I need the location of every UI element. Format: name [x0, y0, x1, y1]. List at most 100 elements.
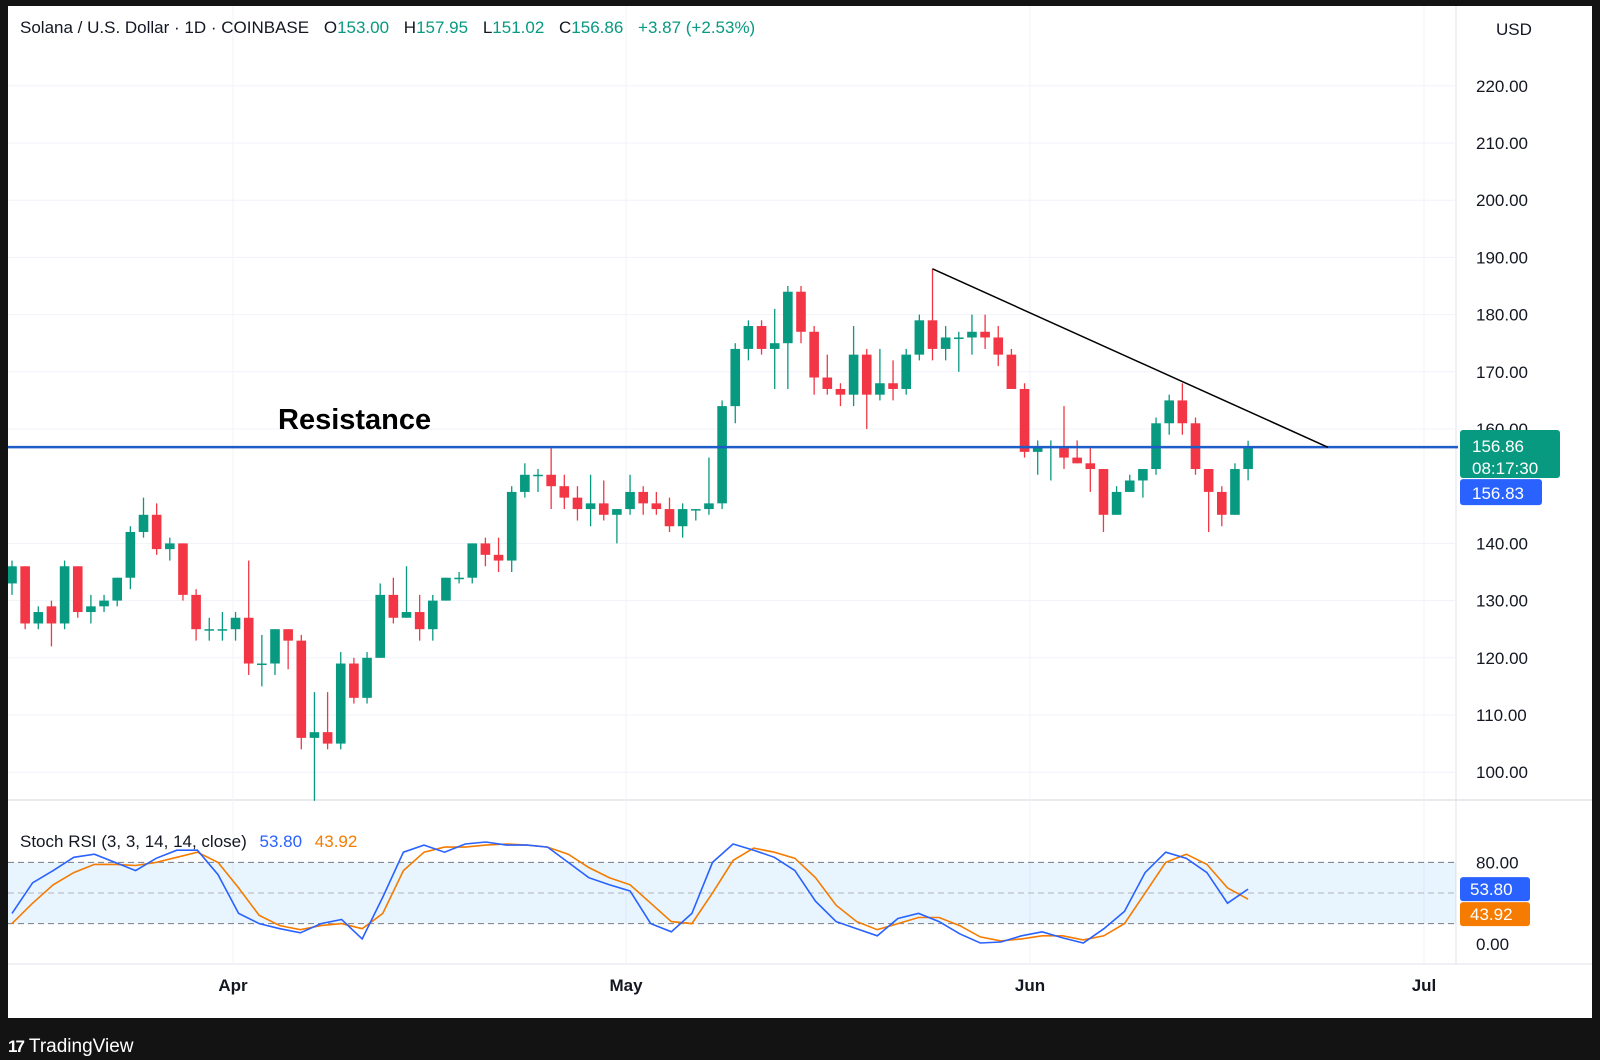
candle-body[interactable]	[59, 566, 70, 624]
candle-body[interactable]	[572, 497, 583, 510]
candle-body[interactable]	[362, 657, 372, 698]
candle-body[interactable]	[717, 406, 727, 504]
candle-body[interactable]	[875, 383, 885, 395]
candle-body[interactable]	[151, 514, 162, 550]
candle-body[interactable]	[651, 503, 662, 510]
candle-body[interactable]	[309, 732, 320, 738]
candle-body[interactable]	[809, 331, 819, 378]
brand-footer[interactable]: 17 TradingView	[8, 1036, 133, 1058]
candle-body[interactable]	[1203, 469, 1214, 492]
candle-body[interactable]	[993, 337, 1004, 355]
chart-panel[interactable]: 220.00 210.00 200.00 190.00 180.00 170.00 160.…	[8, 6, 1592, 1018]
candle-body[interactable]	[520, 474, 530, 492]
candle-body[interactable]	[730, 348, 741, 407]
candle-body[interactable]	[283, 629, 293, 641]
candle-body[interactable]	[940, 337, 951, 349]
candle-body[interactable]	[1006, 354, 1017, 389]
candle-body[interactable]	[585, 503, 596, 510]
candle-body[interactable]	[1032, 446, 1043, 452]
candle-body[interactable]	[1111, 491, 1122, 515]
candle-body[interactable]	[914, 320, 925, 355]
candle-body[interactable]	[625, 491, 635, 510]
candle-body[interactable]	[1164, 400, 1174, 424]
stoch-k-line[interactable]	[11, 841, 1249, 944]
candle-body[interactable]	[704, 503, 714, 510]
candle-body[interactable]	[677, 509, 688, 527]
candle-body[interactable]	[217, 629, 228, 631]
candle-body[interactable]	[612, 509, 622, 515]
stoch-rsi-title[interactable]: Stoch RSI (3, 3, 14, 14, close)	[20, 832, 247, 851]
candle-body[interactable]	[980, 331, 990, 338]
candle-body[interactable]	[493, 554, 504, 561]
candle-body[interactable]	[796, 291, 806, 332]
candle-body[interactable]	[72, 566, 83, 613]
stoch-d-line[interactable]	[11, 843, 1249, 942]
candle-body[interactable]	[20, 566, 30, 624]
candle-body[interactable]	[967, 331, 977, 338]
candle-body[interactable]	[414, 612, 425, 630]
candle-body[interactable]	[1019, 388, 1030, 452]
candle-body[interactable]	[296, 640, 307, 738]
candle-body[interactable]	[165, 543, 175, 550]
candle-body[interactable]	[33, 612, 44, 624]
candle-body[interactable]	[1059, 446, 1069, 458]
candle-body[interactable]	[441, 577, 451, 601]
candle-body[interactable]	[769, 343, 780, 349]
candle-body[interactable]	[1217, 491, 1227, 515]
candle-body[interactable]	[691, 509, 701, 511]
candle-body[interactable]	[901, 354, 911, 389]
candle-body[interactable]	[125, 531, 136, 578]
candle-body[interactable]	[1124, 480, 1135, 492]
candle-body[interactable]	[112, 577, 122, 601]
chart-canvas[interactable]: 220.00210.00200.00190.00180.00170.00160.…	[8, 6, 1592, 1018]
candle-body[interactable]	[322, 732, 333, 744]
candle-body[interactable]	[388, 594, 399, 618]
candle-body[interactable]	[1243, 446, 1253, 470]
candle-body[interactable]	[664, 509, 675, 527]
candle-body[interactable]	[743, 326, 754, 349]
candle-body[interactable]	[480, 543, 491, 555]
candle-body[interactable]	[1138, 469, 1148, 481]
candle-body[interactable]	[1230, 469, 1240, 515]
candle-body[interactable]	[8, 566, 17, 584]
candle-body[interactable]	[230, 617, 241, 630]
candle-body[interactable]	[1085, 463, 1096, 470]
candle-body[interactable]	[1072, 457, 1082, 464]
candle-body[interactable]	[46, 606, 57, 624]
symbol-title[interactable]: Solana / U.S. Dollar · 1D · COINBASE	[20, 18, 310, 37]
candle-body[interactable]	[335, 663, 346, 744]
candle-body[interactable]	[638, 491, 648, 504]
currency-button[interactable]: USD	[1496, 20, 1532, 39]
candle-body[interactable]	[559, 486, 570, 498]
candle-body[interactable]	[533, 474, 543, 477]
candle-body[interactable]	[783, 291, 793, 344]
candle-body[interactable]	[1098, 469, 1109, 515]
candle-body[interactable]	[99, 600, 109, 607]
candle-body[interactable]	[954, 337, 964, 339]
candle-body[interactable]	[1177, 400, 1188, 424]
candle-body[interactable]	[375, 594, 385, 658]
candle-body[interactable]	[349, 663, 359, 698]
candle-body[interactable]	[270, 629, 280, 664]
candle-body[interactable]	[204, 629, 215, 631]
candle-body[interactable]	[401, 612, 412, 618]
candle-body[interactable]	[191, 594, 201, 630]
candle-body[interactable]	[178, 543, 188, 595]
candle-body[interactable]	[848, 354, 859, 395]
descending-trendline[interactable]	[932, 268, 1329, 448]
candle-body[interactable]	[506, 491, 517, 561]
candle-body[interactable]	[454, 577, 464, 580]
candle-body[interactable]	[822, 377, 833, 389]
candle-body[interactable]	[888, 383, 898, 389]
candle-body[interactable]	[86, 606, 96, 613]
candle-body[interactable]	[835, 388, 846, 395]
candle-body[interactable]	[428, 600, 438, 630]
candle-body[interactable]	[756, 326, 767, 349]
candle-body[interactable]	[257, 663, 267, 666]
candle-body[interactable]	[467, 543, 478, 578]
candle-body[interactable]	[243, 617, 254, 664]
candle-body[interactable]	[861, 354, 872, 395]
candle-body[interactable]	[927, 320, 938, 349]
candle-body[interactable]	[598, 503, 609, 515]
candle-body[interactable]	[546, 474, 556, 487]
